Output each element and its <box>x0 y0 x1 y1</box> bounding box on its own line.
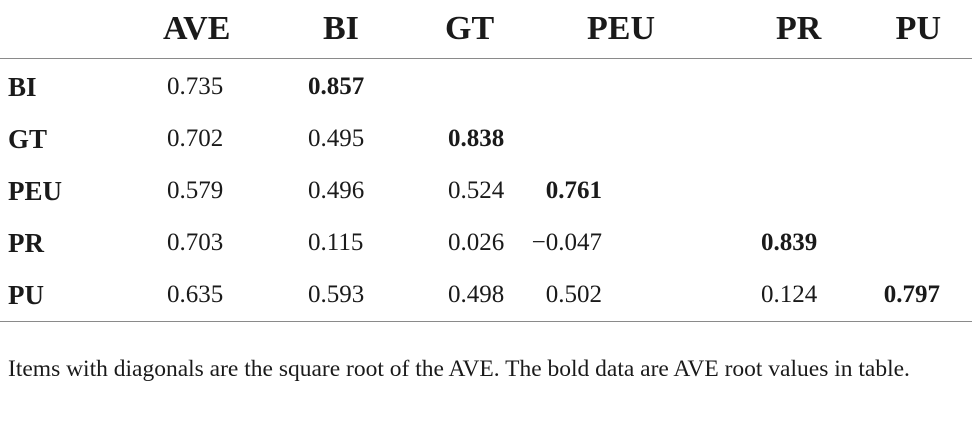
cell-pu-gt: 0.498 <box>385 269 525 322</box>
cell-pr-gt: 0.026 <box>448 229 505 256</box>
cell-bi-peu <box>525 59 680 114</box>
cell-pr-ave: 0.703 <box>167 229 224 256</box>
header-gt: GT <box>385 0 525 59</box>
cell-bi-pr <box>680 59 820 114</box>
table-body: BI 0.735 0.857 GT 0.702 0.495 0.838 PEU … <box>0 59 972 322</box>
cell-pr-peu: −0.047 <box>531 229 602 256</box>
row-label-pr: PR <box>8 227 44 258</box>
header-peu: PEU <box>525 0 680 59</box>
cell-pu-ave: 0.635 <box>90 269 245 322</box>
cell-peu-gt: 0.524 <box>448 177 505 204</box>
cell-pu-bi: 0.593 <box>245 269 385 322</box>
row-label-peu: PEU <box>8 175 62 206</box>
table-header: AVE BI GT PEU PR PU <box>0 0 972 59</box>
cell-bi-gt <box>385 59 525 114</box>
row-label-gt: GT <box>8 123 48 154</box>
cell-peu-ave: 0.579 <box>167 177 224 204</box>
cell-pu-pu-diagonal: 0.797 <box>820 269 972 322</box>
table-row: PU 0.635 0.593 0.498 0.502 0.124 0.797 <box>0 269 972 322</box>
table-row: BI 0.735 0.857 <box>0 59 972 114</box>
table-row: PEU 0.579 0.496 0.524 0.761 <box>0 165 972 217</box>
cell-gt-bi: 0.495 <box>308 125 365 152</box>
cell-gt-gt-diagonal: 0.838 <box>448 125 505 152</box>
cell-gt-ave: 0.702 <box>167 125 224 152</box>
cell-peu-bi: 0.496 <box>308 177 365 204</box>
cell-gt-peu <box>525 113 680 165</box>
header-bi: BI <box>245 0 385 59</box>
header-pr: PR <box>680 0 821 59</box>
discriminant-validity-table: AVE BI GT PEU PR PU BI 0.735 0.857 GT 0.… <box>0 0 972 322</box>
cell-peu-pu <box>820 165 972 217</box>
header-pu: PU <box>820 0 972 59</box>
cell-pu-peu: 0.502 <box>525 269 680 322</box>
row-label-bi: BI <box>8 71 37 102</box>
table-footnote: Items with diagonals are the square root… <box>8 356 910 382</box>
header-row: AVE BI GT PEU PR PU <box>0 0 972 59</box>
cell-pu-pr: 0.124 <box>680 269 820 322</box>
table-row: PR 0.703 0.115 0.026 −0.047 0.839 <box>0 217 972 269</box>
correlation-table-container: AVE BI GT PEU PR PU BI 0.735 0.857 GT 0.… <box>0 0 972 322</box>
cell-pr-pr-diagonal: 0.839 <box>761 229 818 256</box>
cell-peu-peu-diagonal: 0.761 <box>545 177 602 204</box>
cell-gt-pr <box>680 113 820 165</box>
cell-pr-bi: 0.115 <box>308 229 364 256</box>
cell-gt-pu <box>820 113 972 165</box>
cell-peu-pr <box>680 165 820 217</box>
row-label-pu: PU <box>0 269 90 322</box>
cell-bi-pu <box>820 59 972 114</box>
cell-bi-bi-diagonal: 0.857 <box>308 73 365 100</box>
header-ave: AVE <box>90 0 245 59</box>
cell-bi-ave: 0.735 <box>167 73 224 100</box>
header-corner <box>0 0 90 59</box>
table-row: GT 0.702 0.495 0.838 <box>0 113 972 165</box>
cell-pr-pu <box>820 217 972 269</box>
